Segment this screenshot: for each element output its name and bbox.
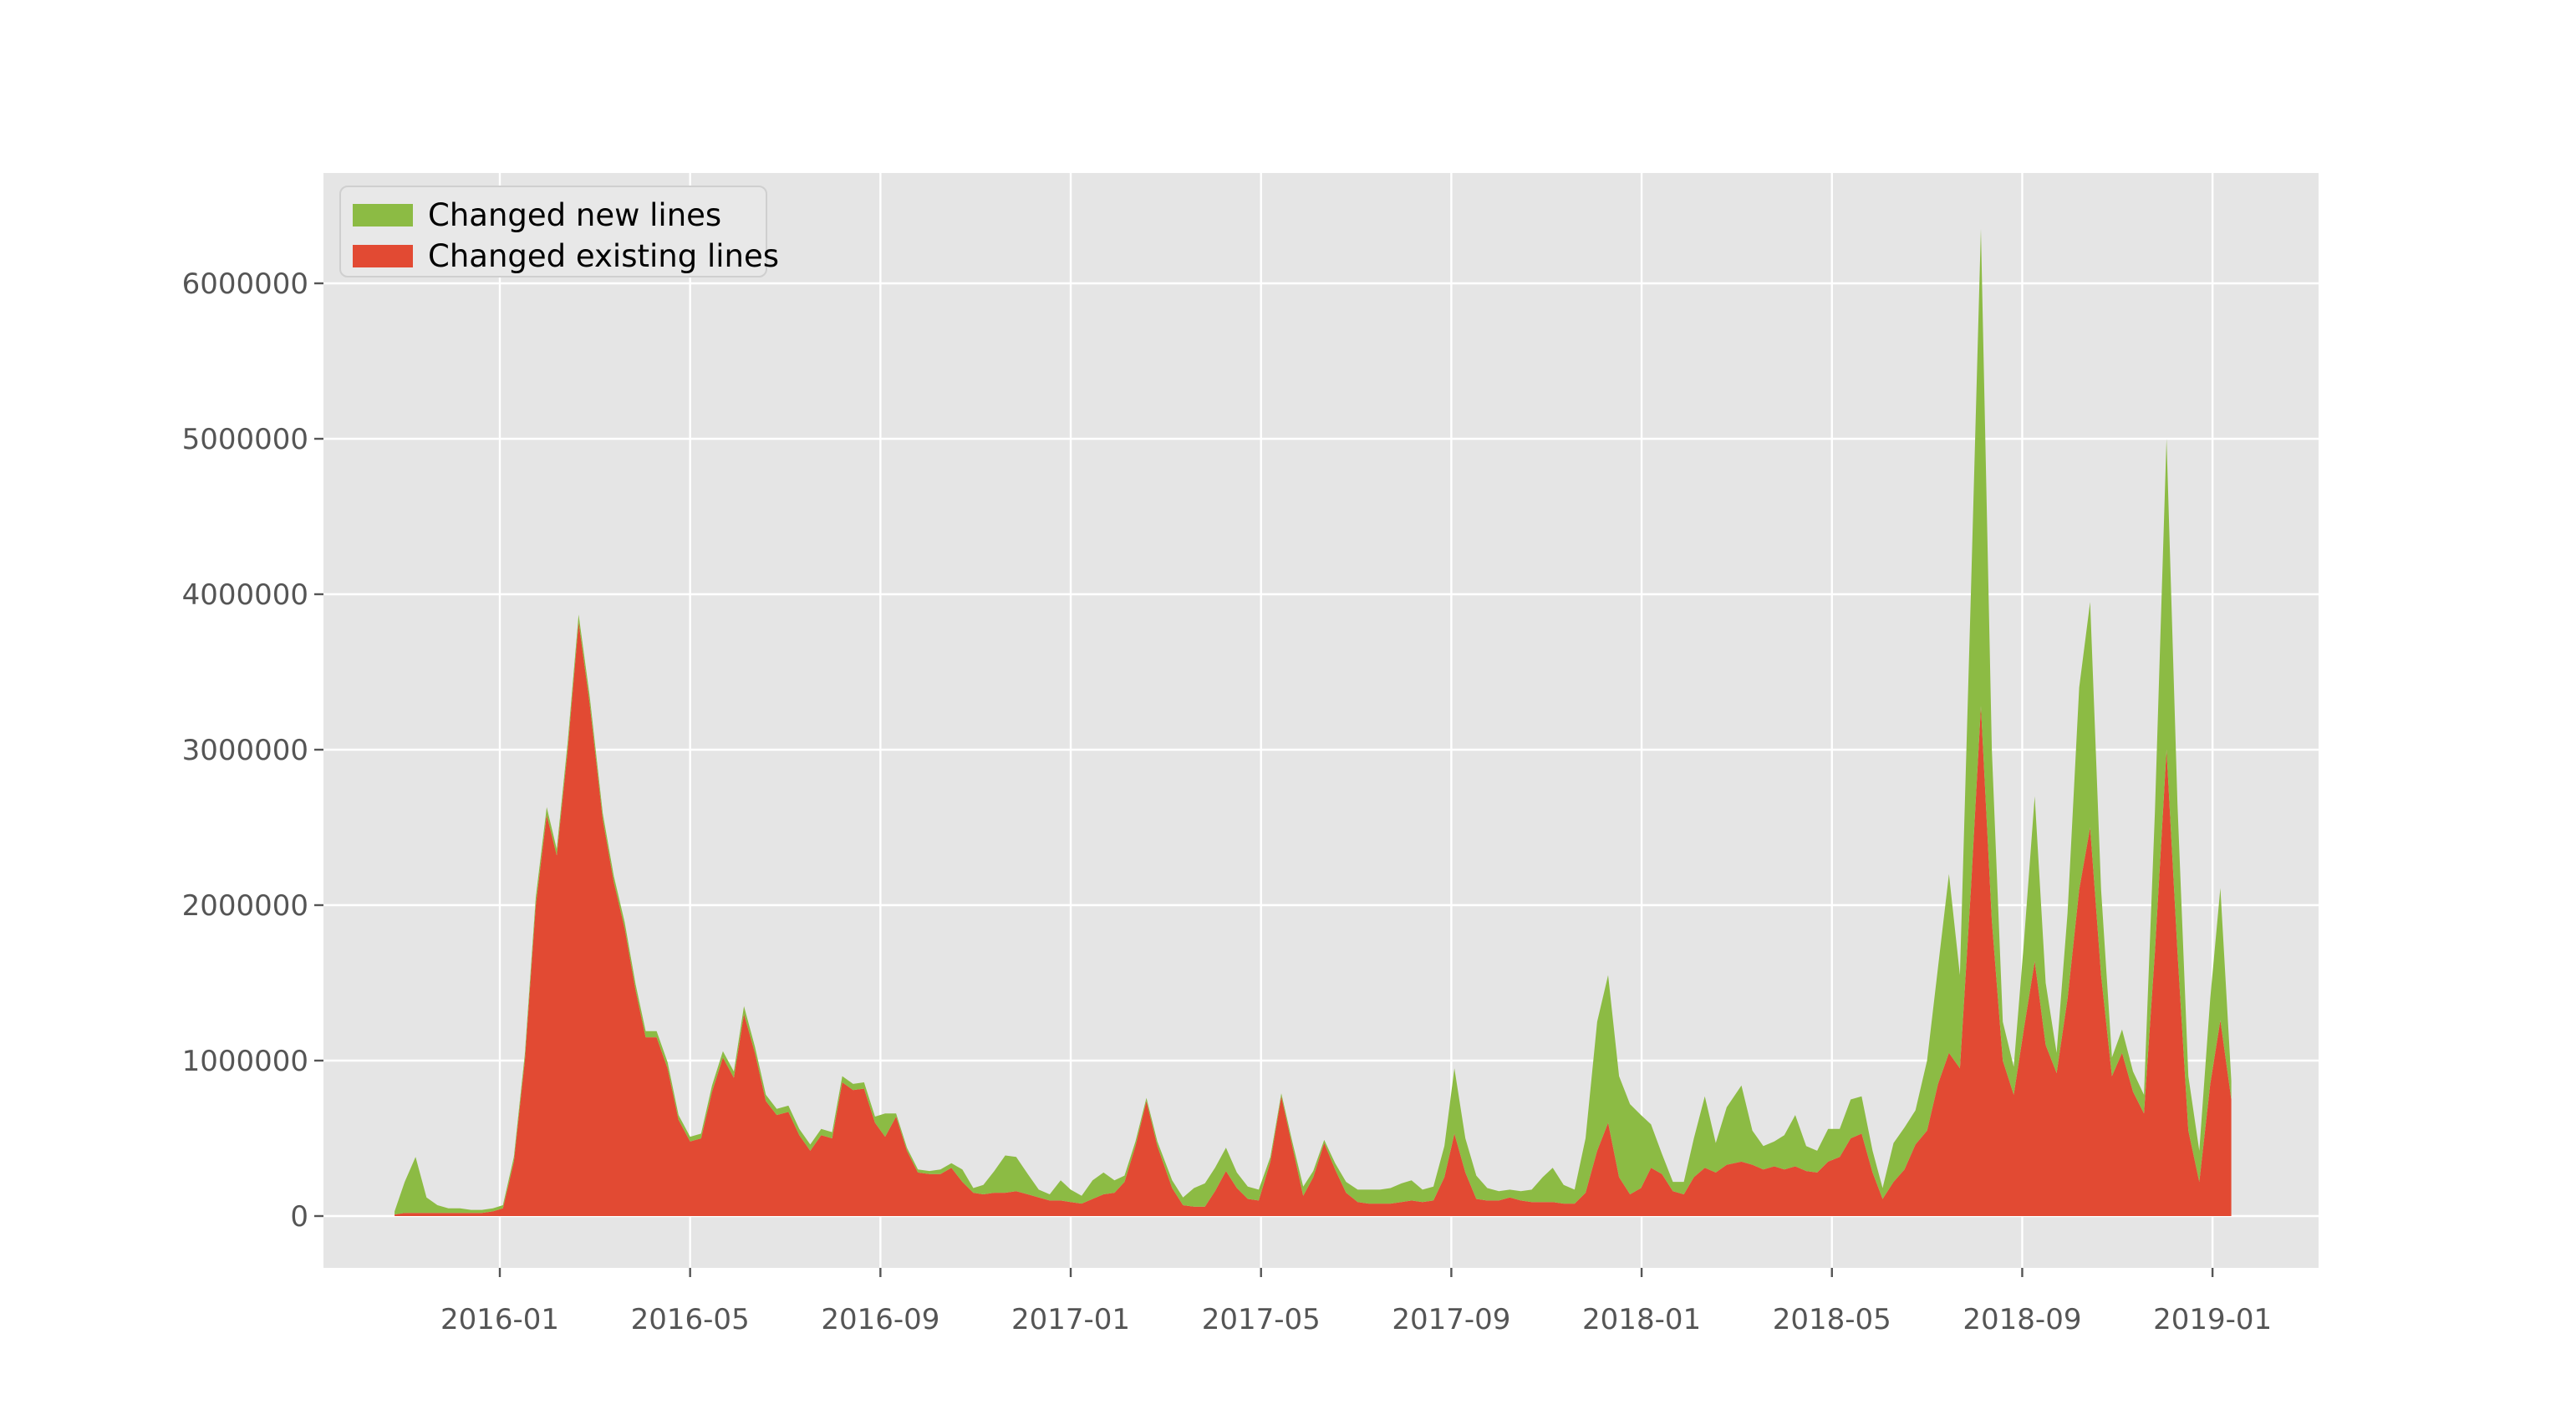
x-tick-label: 2017-01 [1011, 1303, 1130, 1336]
y-tick-label: 5000000 [182, 423, 308, 456]
legend: Changed new lines Changed existing lines [339, 186, 779, 277]
x-tick-label: 2018-01 [1582, 1303, 1701, 1336]
y-tick-label: 2000000 [182, 889, 308, 923]
axis-ticks [314, 282, 2214, 1277]
x-tick-label: 2016-01 [440, 1303, 559, 1336]
legend-entry-new-lines: Changed new lines [353, 197, 766, 232]
y-tick-label: 1000000 [182, 1045, 308, 1078]
x-tick-label: 2016-09 [821, 1303, 939, 1336]
x-tick-label: 2018-05 [1773, 1303, 1891, 1336]
legend-swatch-existing-lines-icon [353, 244, 413, 267]
x-tick-label: 2017-05 [1202, 1303, 1321, 1336]
x-tick-label: 2016-05 [631, 1303, 750, 1336]
y-tick-label: 3000000 [182, 734, 308, 767]
legend-label-existing-lines: Changed existing lines [428, 237, 780, 274]
legend-swatch-new-lines-icon [353, 203, 413, 226]
area-series [395, 228, 2232, 1216]
x-axis-tick-labels: 2016-01 2016-05 2016-09 2017-01 2017-05 2017-… [440, 1303, 2272, 1336]
x-tick-label: 2017-09 [1392, 1303, 1510, 1336]
area-changed-existing-lines [395, 622, 2232, 1216]
y-axis-tick-labels: 0 1000000 2000000 3000000 4000000 5000000 6000… [182, 267, 308, 1234]
y-tick-label: 0 [290, 1200, 308, 1234]
y-tick-label: 4000000 [182, 578, 308, 612]
legend-label-new-lines: Changed new lines [428, 196, 722, 233]
y-tick-label: 6000000 [182, 267, 308, 301]
legend-entry-existing-lines: Changed existing lines [353, 238, 779, 273]
x-tick-label: 2019-01 [2153, 1303, 2272, 1336]
x-tick-label: 2018-09 [1963, 1303, 2081, 1336]
gridlines [323, 173, 2319, 1268]
